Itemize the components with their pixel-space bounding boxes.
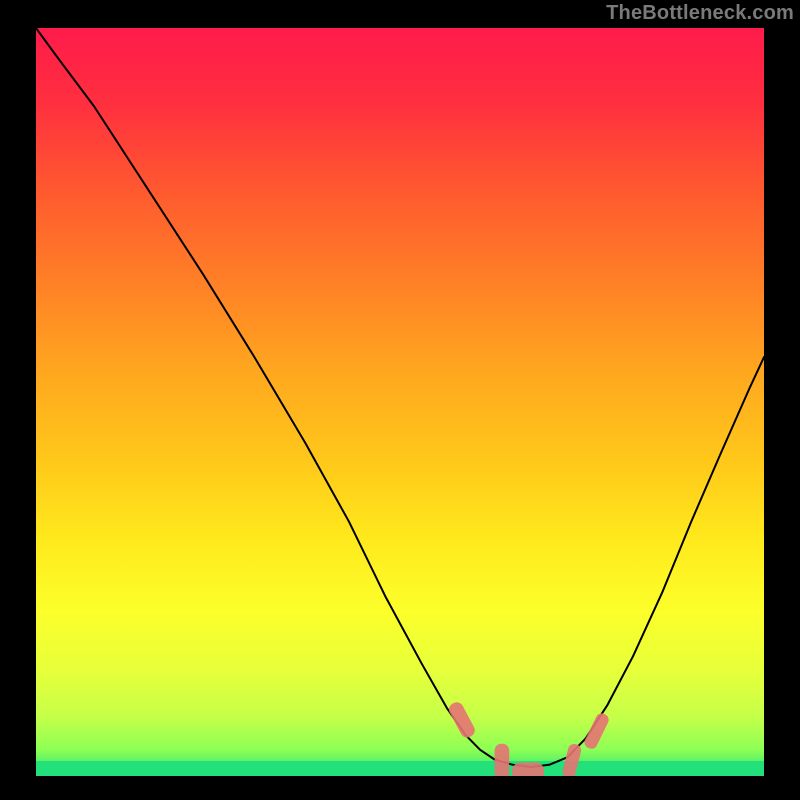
trough-marker xyxy=(495,744,510,781)
watermark-text: TheBottleneck.com xyxy=(606,2,794,25)
plot-area xyxy=(36,28,764,781)
chart-stage: TheBottleneck.com xyxy=(0,0,800,800)
heat-gradient-fill xyxy=(36,28,764,776)
baseline-green-bar xyxy=(36,761,764,776)
bottleneck-curve-chart xyxy=(0,0,800,800)
